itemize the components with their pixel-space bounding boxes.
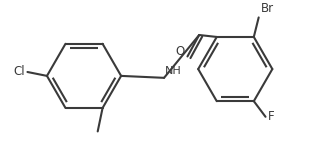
Text: Br: Br <box>261 2 274 16</box>
Text: O: O <box>175 45 185 58</box>
Text: Cl: Cl <box>14 66 26 78</box>
Text: NH: NH <box>165 66 182 76</box>
Text: F: F <box>268 110 274 123</box>
